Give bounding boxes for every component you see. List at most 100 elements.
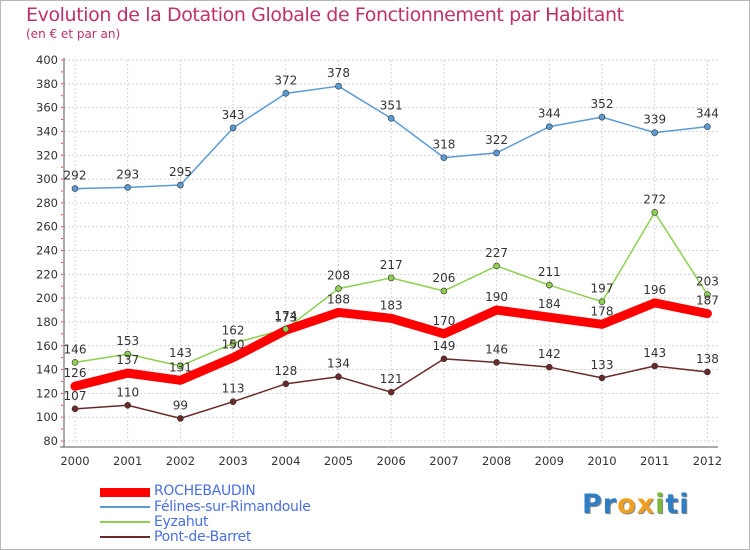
data-label: 110 [116,385,139,399]
logo-letter: x [636,489,656,520]
data-point [124,401,131,409]
data-label: 293 [116,167,139,181]
legend-swatch [100,506,150,508]
data-label: 217 [380,258,403,272]
data-point [545,363,553,371]
data-point [651,209,659,216]
data-point [177,362,184,370]
data-label: 143 [169,346,192,360]
data-label: 352 [591,97,614,111]
data-point [335,373,342,381]
data-label: 206 [432,271,455,285]
logo-letter: i [679,489,690,520]
data-point [177,181,184,189]
data-label: 344 [696,107,719,121]
legend-label: Pont-de-Barret [154,529,252,545]
y-tick-label: 180 [36,315,58,329]
y-tick-label: 100 [36,410,58,424]
y-tick-label: 400 [36,53,58,67]
data-label: 126 [64,366,87,380]
legend-label: Eyzahut [154,514,209,530]
data-label: 322 [485,133,508,147]
y-tick-label: 320 [36,148,58,162]
data-point [71,359,79,366]
data-label: 143 [643,346,666,360]
y-tick-label: 260 [36,220,58,234]
data-label: 99 [173,398,188,412]
data-point [282,380,290,388]
data-label: 184 [538,297,561,311]
x-tick-label: 2011 [640,454,669,468]
data-point [440,355,448,363]
data-label: 134 [327,357,350,371]
x-tick-label: 2008 [482,454,511,468]
x-tick-label: 2004 [271,454,300,468]
y-tick-label: 300 [36,172,58,186]
data-point [282,325,290,333]
data-label: 137 [116,353,139,367]
data-label: 107 [64,389,87,403]
y-tick-label: 340 [36,124,58,138]
chart-title: Evolution de la Dotation Globale de Fonc… [26,4,624,26]
data-label: 196 [643,283,666,297]
data-label: 339 [643,113,666,127]
data-label: 174 [274,309,297,323]
data-label: 227 [485,246,508,260]
x-tick-label: 2005 [324,454,353,468]
legend-item-felines: Félines-sur-Rimandoule [100,499,400,517]
data-label: 351 [380,98,403,112]
data-point [651,362,659,370]
logo-letter: i [655,489,666,520]
y-tick-label: 140 [36,363,58,377]
legend-item-pont-de-barret: Pont-de-Barret [100,529,400,547]
y-tick-label: 380 [36,77,58,91]
data-point [387,274,395,282]
x-tick-label: 2003 [218,454,247,468]
data-label: 128 [274,364,297,378]
x-tick-label: 2000 [60,454,89,468]
legend-item-rochebaudin: ROCHEBAUDIN [100,483,400,501]
data-point [545,281,553,289]
data-label: 208 [327,269,350,283]
data-point [493,262,500,270]
data-label: 378 [327,66,350,80]
data-point [229,124,237,132]
y-tick-label: 360 [36,101,58,115]
y-tick-label: 200 [36,291,58,305]
logo-letter: P [582,489,603,520]
data-label: 133 [591,358,614,372]
data-point [282,90,290,97]
data-point [124,184,131,191]
y-tick-label: 280 [36,196,58,210]
legend-swatch [100,521,150,523]
data-label: 149 [432,339,455,353]
data-point [440,287,448,295]
data-point [335,82,342,90]
proxiti-logo: Proxiti [582,489,690,520]
logo-letter: t [665,489,680,520]
data-label: 146 [64,342,87,356]
x-tick-label: 2009 [535,454,564,468]
data-label: 292 [64,169,87,183]
logo-letter: o [617,489,637,520]
data-label: 150 [222,338,245,352]
data-label: 197 [591,282,614,296]
legend-swatch [100,536,150,538]
data-label: 344 [538,107,561,121]
x-tick-label: 2001 [113,454,142,468]
data-label: 153 [116,334,139,348]
data-point [124,350,131,358]
data-point [71,185,79,192]
data-point [229,340,237,347]
data-point [545,123,553,130]
data-label: 170 [432,314,455,328]
y-tick-label: 160 [36,339,58,353]
x-tick-label: 2006 [377,454,406,468]
data-label: 131 [169,360,192,374]
data-label: 121 [380,372,403,386]
data-point [598,374,606,382]
data-label: 162 [222,323,245,337]
data-point [493,149,500,157]
chart-subtitle: (en € et par an) [26,27,121,41]
